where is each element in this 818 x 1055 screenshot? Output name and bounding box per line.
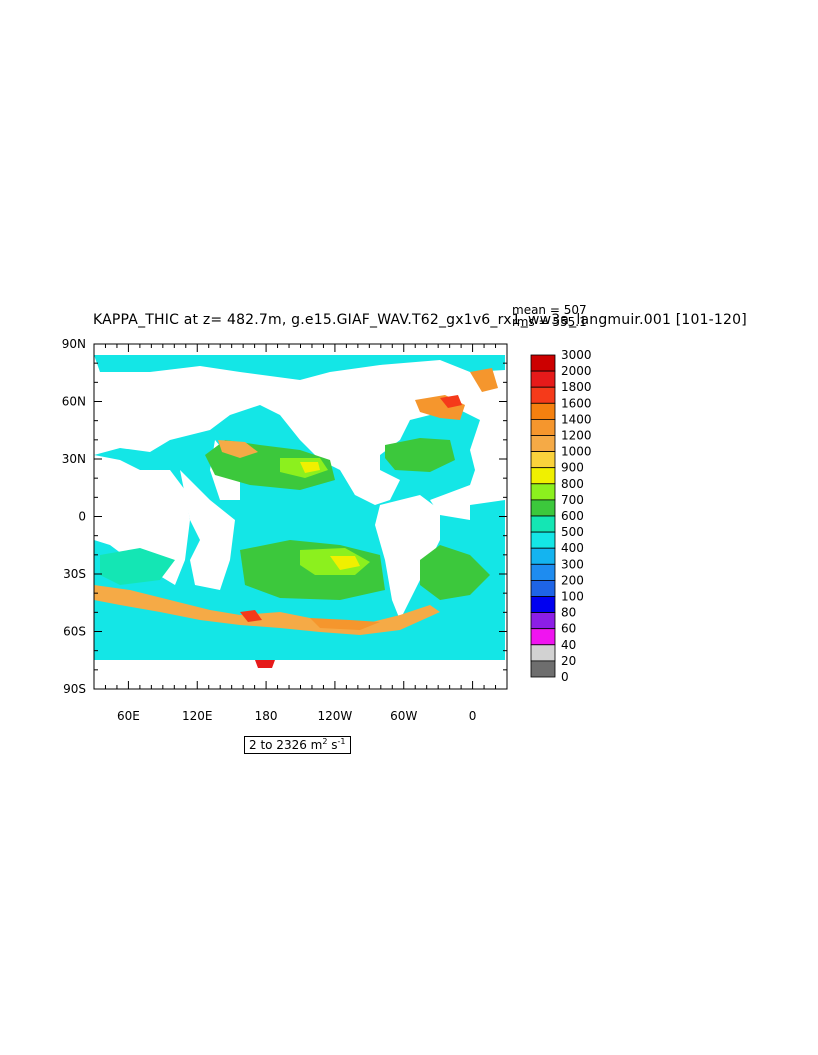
colorbar-box [530,547,556,565]
colorbar-box [530,451,556,469]
colorbar-label: 100 [561,590,584,604]
x-axis: 60E 120E 180 120W 60W 0 [93,344,508,723]
y-tick-label: 30N [62,452,86,466]
y-tick-label: 0 [78,510,86,524]
mean-stat: mean = 507 [512,303,587,317]
indian-ocean-gyre [100,548,175,585]
range-label-sup2: -1 [337,737,346,746]
colorbar-box [530,370,556,388]
colorbar-label: 1200 [561,429,592,443]
colorbar-label: 900 [561,461,584,475]
colorbar-label: 3000 [561,348,592,362]
x-tick-label: 120W [318,709,353,723]
colorbar: 3000200018001600140012001000900800700600… [530,348,592,684]
colorbar-label: 20 [561,654,576,668]
range-label-sup1: 2 [322,737,328,746]
colorbar-box [530,386,556,404]
land-south-america [375,495,440,620]
south-pacific-core [330,556,360,570]
colorbar-box [530,483,556,501]
y-axis: 90N 60N 30N 0 30S 60S 90S [62,337,507,696]
colorbar-label: 800 [561,477,584,491]
colorbar-box [530,660,556,678]
acc-band [94,585,440,635]
acc-core [310,618,380,630]
colorbar-label: 0 [561,670,569,684]
colorbar-label: 1800 [561,380,592,394]
ross-sea-hot [255,660,275,668]
y-tick-label: 90N [62,337,86,351]
labrador-hot [440,395,462,408]
land-africa [94,455,190,585]
colorbar-label: 60 [561,622,576,636]
colorbar-label: 600 [561,509,584,523]
tasman-hot [240,610,262,622]
range-label-mid: s [327,738,338,752]
colorbar-label: 200 [561,573,584,587]
colorbar-label: 1600 [561,396,592,410]
rms-stat: rms = 555.1 [512,315,587,329]
colorbar-label: 400 [561,541,584,555]
x-tick-label: 180 [255,709,278,723]
colorbar-label: 300 [561,557,584,571]
colorbar-box [530,612,556,630]
y-tick-label: 60S [63,625,86,639]
range-label-box: 2 to 2326 m2 s-1 [244,736,351,754]
land-north-america [320,390,400,495]
colorbar-box [530,531,556,549]
colorbar-box [530,580,556,597]
colorbar-label: 500 [561,525,584,539]
colorbar-label: 80 [561,606,576,620]
north-pacific-core [300,462,320,473]
colorbar-box [530,435,556,453]
colorbar-box [530,354,556,372]
range-label-text: 2 to 2326 m [249,738,323,752]
colorbar-label: 1000 [561,445,592,459]
colorbar-box [530,628,556,646]
colorbar-box [530,596,556,614]
x-tick-label: 60W [390,709,417,723]
colorbar-label: 1400 [561,412,592,426]
chart-title: KAPPA_THIC at z= 482.7m, g.e15.GIAF_WAV.… [93,312,747,328]
colorbar-box [530,563,556,581]
colorbar-box [530,418,556,436]
map-layer [94,344,507,689]
greenland-sea [470,368,498,392]
north-atlantic-gyre [385,438,455,472]
y-tick-label: 60N [62,395,86,409]
y-tick-label: 30S [63,567,86,581]
x-tick-label: 120E [182,709,213,723]
x-tick-label: 60E [117,709,140,723]
colorbar-box [530,467,556,485]
colorbar-label: 2000 [561,364,592,378]
x-tick-label: 0 [469,709,477,723]
y-tick-label: 90S [63,682,86,696]
colorbar-box [530,499,556,517]
colorbar-label: 700 [561,493,584,507]
land-antarctica [94,660,507,689]
kuroshio [218,440,258,458]
colorbar-label: 40 [561,638,576,652]
colorbar-box [530,402,556,420]
colorbar-box [530,515,556,533]
south-atlantic-gyre [420,545,490,600]
colorbar-box [530,644,556,662]
